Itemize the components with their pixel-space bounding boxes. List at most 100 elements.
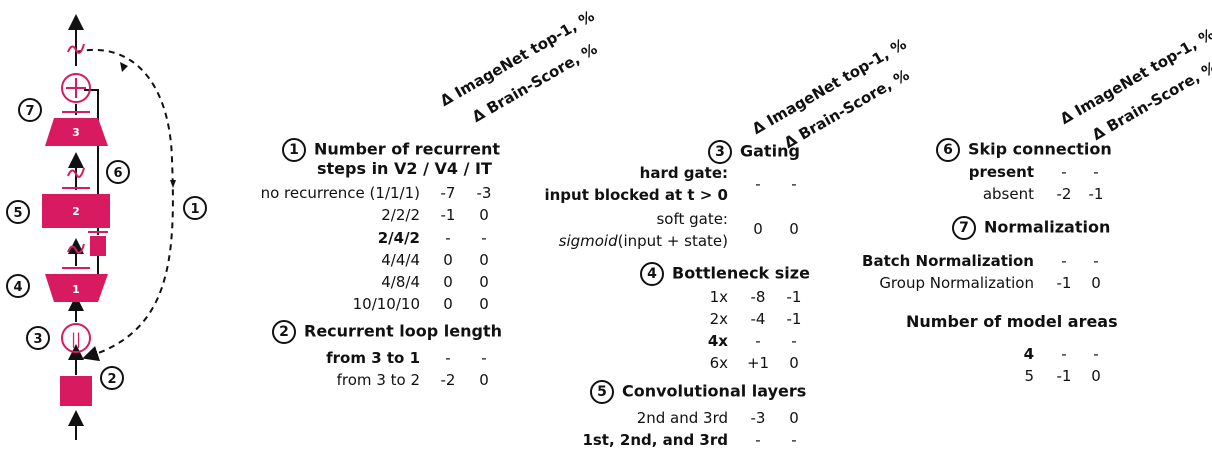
row-value-b: 0 bbox=[479, 295, 489, 313]
section-normalization: 7 Normalization bbox=[952, 216, 1110, 240]
section-loop-length: 2 Recurrent loop length bbox=[272, 320, 502, 344]
row-value-a: - bbox=[1061, 345, 1067, 363]
row-value-a: -1 bbox=[440, 206, 456, 224]
marker-2: 2 bbox=[107, 372, 116, 387]
row-value-a: -1 bbox=[1056, 274, 1072, 292]
block-1 bbox=[45, 274, 108, 302]
row-label: 4x bbox=[707, 332, 728, 350]
row-value-b: 0 bbox=[479, 206, 489, 224]
section-recurrent-steps: 1 Number of recurrent bbox=[282, 138, 500, 162]
section-model-areas: Number of model areas bbox=[906, 312, 1118, 331]
section-gating: 3 Gating bbox=[708, 140, 800, 164]
row-value-a: -2 bbox=[440, 371, 456, 389]
row-value-b: 0 bbox=[789, 409, 799, 427]
block-2 bbox=[42, 194, 110, 228]
row-value-b: - bbox=[1093, 252, 1099, 270]
marker: 5 bbox=[590, 380, 614, 404]
row-value-b: -3 bbox=[476, 184, 492, 202]
marker: 3 bbox=[708, 140, 732, 164]
section-bottleneck: 4 Bottleneck size bbox=[640, 262, 810, 286]
row-value-a: - bbox=[445, 349, 451, 367]
row-label: 2nd and 3rd bbox=[636, 409, 728, 427]
row-value-b: 0 bbox=[789, 354, 799, 372]
row-value-a: - bbox=[445, 229, 451, 247]
marker-5: 5 bbox=[13, 206, 22, 221]
row-label: 10/10/10 bbox=[352, 295, 420, 313]
row-label: from 3 to 1 bbox=[326, 349, 420, 367]
svg-text:2: 2 bbox=[72, 205, 80, 218]
row-value-b: - bbox=[481, 349, 487, 367]
row-value-b: 0 bbox=[479, 371, 489, 389]
row-value-b: 0 bbox=[479, 273, 489, 291]
marker: 1 bbox=[282, 138, 306, 162]
section-recurrent-steps-line2: steps in V2 / V4 / IT bbox=[317, 159, 492, 178]
skip-block bbox=[90, 236, 106, 256]
row-value-b: 0 bbox=[479, 251, 489, 269]
skip-add-circle bbox=[61, 73, 91, 103]
section-skip: 6 Skip connection bbox=[936, 138, 1112, 162]
hard-gate-label-2: input blocked at t > 0 bbox=[544, 186, 728, 204]
marker-7: 7 bbox=[25, 104, 34, 119]
row-value-b: - bbox=[791, 431, 797, 449]
row-value-a: -4 bbox=[750, 310, 766, 328]
section-conv-layers: 5 Convolutional layers bbox=[590, 380, 806, 404]
row-label: present bbox=[968, 163, 1034, 181]
row-value-b: 0 bbox=[1091, 367, 1101, 385]
row-value-a: 0 bbox=[443, 273, 453, 291]
row-value-b: -1 bbox=[786, 310, 802, 328]
row-label: 4/4/4 bbox=[381, 251, 420, 269]
recurrent-loop-dashed bbox=[75, 49, 174, 362]
row-label: 2/2/2 bbox=[381, 206, 420, 224]
hard-gate-value-b: - bbox=[791, 175, 797, 193]
svg-text:3: 3 bbox=[72, 126, 80, 139]
row-label: 4 bbox=[1023, 345, 1034, 363]
row-value-b: - bbox=[1093, 163, 1099, 181]
row-label: Group Normalization bbox=[879, 274, 1034, 292]
row-label: 1st, 2nd, and 3rd bbox=[582, 431, 728, 449]
row-value-a: -8 bbox=[750, 288, 766, 306]
row-value-b: -1 bbox=[786, 288, 802, 306]
row-value-a: 0 bbox=[443, 251, 453, 269]
row-value-a: -2 bbox=[1056, 185, 1072, 203]
hard-gate-label-1: hard gate: bbox=[639, 164, 728, 182]
marker-1: 1 bbox=[190, 202, 199, 217]
gate-circle bbox=[61, 323, 91, 353]
row-label: 4/8/4 bbox=[381, 273, 420, 291]
soft-gate-value-b: 0 bbox=[789, 220, 799, 238]
model-diagram: || 1 2 3 7 6 5 1 4 3 2 bbox=[6, 14, 207, 440]
row-value-a: - bbox=[755, 431, 761, 449]
row-label: 2/4/2 bbox=[377, 229, 420, 247]
marker: 2 bbox=[272, 320, 296, 344]
row-value-a: 0 bbox=[443, 295, 453, 313]
hard-gate-value-a: - bbox=[755, 175, 761, 193]
row-label: 1x bbox=[709, 288, 728, 306]
row-value-a: - bbox=[1061, 163, 1067, 181]
row-label: 6x bbox=[709, 354, 728, 372]
row-value-a: - bbox=[1061, 252, 1067, 270]
svg-text:1: 1 bbox=[72, 283, 80, 296]
marker-4: 4 bbox=[13, 280, 22, 295]
row-value-a: -7 bbox=[440, 184, 456, 202]
row-value-b: - bbox=[481, 229, 487, 247]
soft-gate-label-1: soft gate: bbox=[656, 210, 728, 228]
row-label: 2x bbox=[709, 310, 728, 328]
row-value-b: - bbox=[1093, 345, 1099, 363]
row-label: Batch Normalization bbox=[862, 252, 1034, 270]
row-label: 5 bbox=[1024, 367, 1034, 385]
marker: 7 bbox=[952, 216, 976, 240]
row-value-b: 0 bbox=[1091, 274, 1101, 292]
row-value-a: - bbox=[755, 332, 761, 350]
input-block bbox=[60, 376, 92, 406]
marker-6: 6 bbox=[113, 166, 122, 181]
soft-gate-label-2: sigmoid(input + state) bbox=[558, 232, 728, 250]
soft-gate-value-a: 0 bbox=[753, 220, 763, 238]
block-3 bbox=[45, 118, 108, 146]
marker: 4 bbox=[640, 262, 664, 286]
row-value-b: - bbox=[791, 332, 797, 350]
row-label: from 3 to 2 bbox=[336, 371, 420, 389]
marker: 6 bbox=[936, 138, 960, 162]
row-value-a: +1 bbox=[746, 354, 770, 372]
svg-text:||: || bbox=[71, 330, 81, 348]
row-label: no recurrence (1/1/1) bbox=[260, 184, 420, 202]
row-value-a: -1 bbox=[1056, 367, 1072, 385]
